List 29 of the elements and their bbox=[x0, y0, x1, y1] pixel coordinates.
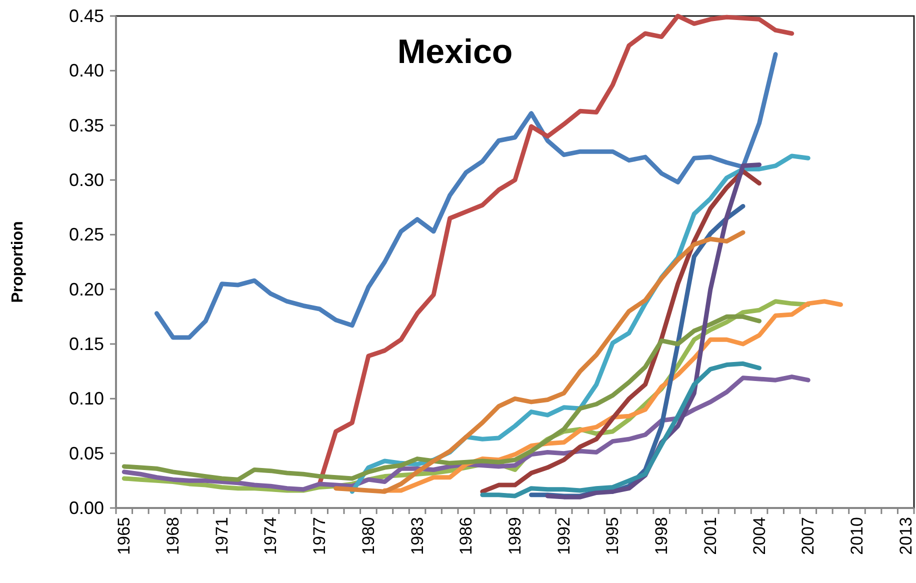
x-tick-label: 2001 bbox=[700, 517, 720, 555]
x-tick-label: 1989 bbox=[506, 517, 524, 555]
y-tick-label: 0.40 bbox=[68, 60, 104, 81]
y-tick-label: 0.15 bbox=[68, 334, 104, 354]
x-tick-label: 1980 bbox=[358, 517, 378, 555]
y-tick-label: 0.00 bbox=[68, 498, 104, 518]
y-tick-label: 0.35 bbox=[68, 115, 104, 136]
x-tick-label: 1977 bbox=[310, 517, 330, 555]
y-tick-label: 0.25 bbox=[68, 224, 104, 245]
text: Mexico bbox=[397, 33, 513, 71]
y-tick-label: 0.20 bbox=[68, 279, 104, 300]
x-tick-label: 1983 bbox=[408, 517, 427, 555]
x-tick-label: 1971 bbox=[212, 517, 232, 555]
x-tick-label: 2010 bbox=[848, 517, 866, 555]
x-tick-label: 1965 bbox=[114, 517, 134, 555]
x-tick-label: 1992 bbox=[554, 517, 574, 555]
y-tick-label: 0.45 bbox=[68, 6, 104, 26]
y-tick-label: 0.05 bbox=[68, 443, 104, 464]
y-tick-label: 0.10 bbox=[68, 388, 104, 409]
y-axis-title: Proportion bbox=[10, 221, 26, 303]
x-tick-label: 1986 bbox=[456, 517, 476, 555]
x-tick-label: 2013 bbox=[896, 517, 916, 555]
x-tick-label: 1995 bbox=[603, 517, 622, 555]
x-tick-label: 1968 bbox=[164, 517, 182, 555]
x-tick-label: 1974 bbox=[261, 517, 280, 555]
x-tick-label: 1998 bbox=[652, 517, 672, 555]
x-tick-label: 2007 bbox=[798, 517, 818, 555]
y-tick-label: 0.30 bbox=[68, 170, 104, 190]
x-tick-label: 2004 bbox=[750, 517, 769, 555]
